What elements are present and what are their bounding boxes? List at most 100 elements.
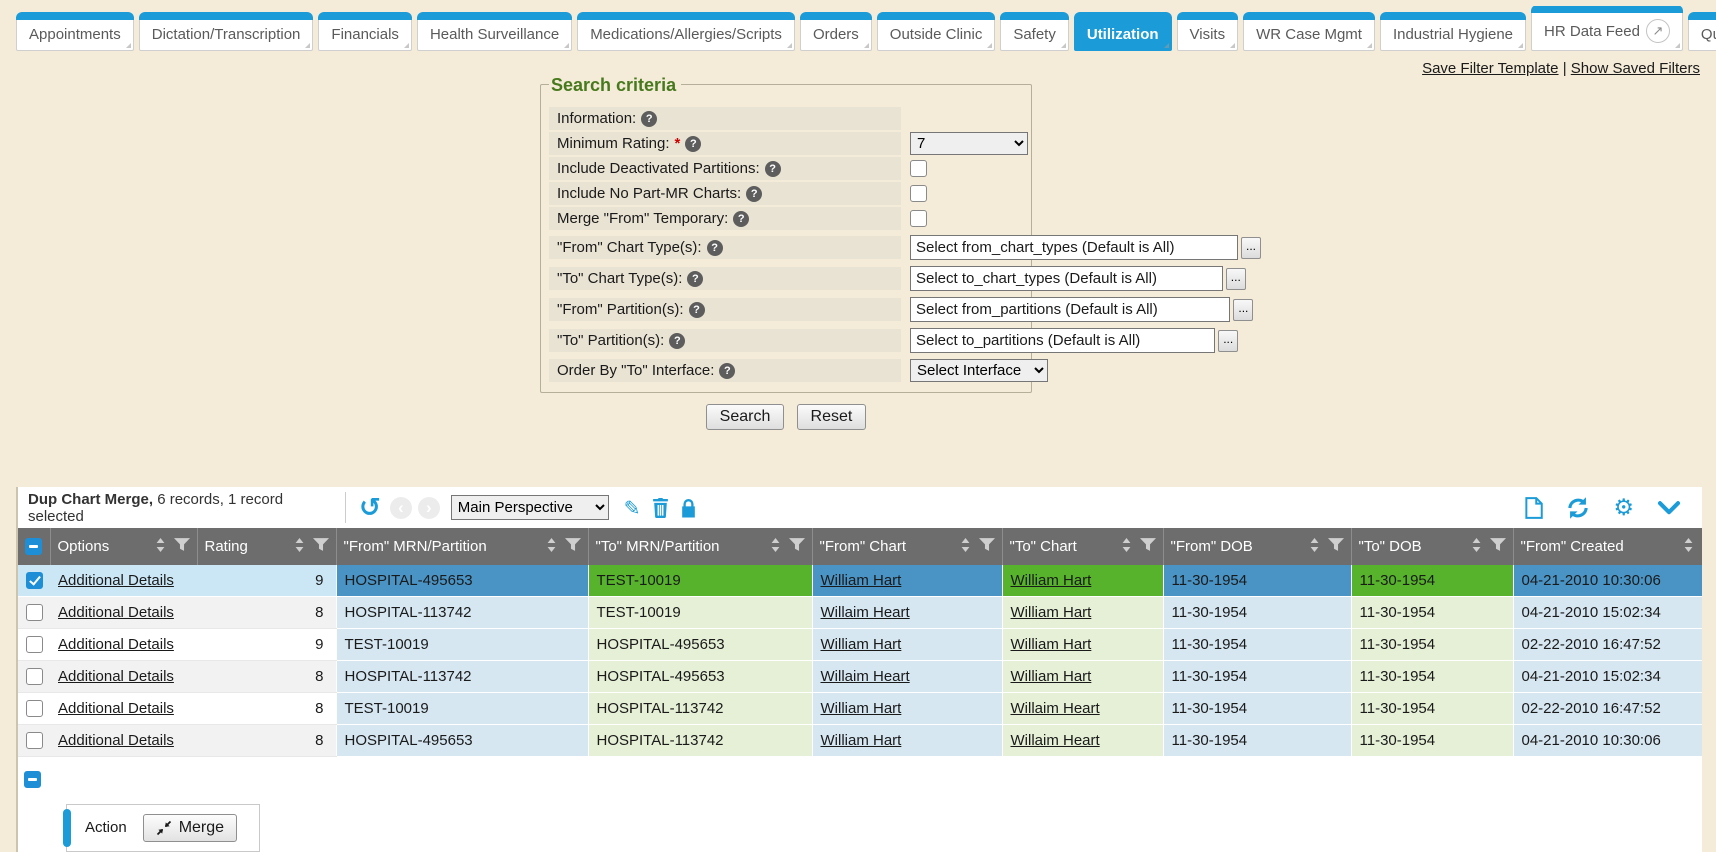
sort-icon[interactable] <box>1120 537 1133 556</box>
picker-ellipsis-button[interactable]: ... <box>1241 236 1262 259</box>
delete-perspective-icon[interactable] <box>651 497 670 518</box>
help-icon[interactable]: ? <box>669 332 686 349</box>
tab-financials[interactable]: Financials <box>318 12 412 51</box>
row-checkbox[interactable] <box>25 732 43 750</box>
criteria-checkbox[interactable] <box>910 185 927 202</box>
picker-input-8[interactable] <box>910 328 1216 353</box>
filter-icon[interactable] <box>564 538 581 555</box>
tab-utilization[interactable]: Utilization <box>1073 12 1172 51</box>
new-document-icon[interactable] <box>1524 496 1544 519</box>
prev-page-icon[interactable]: ‹ <box>389 496 412 519</box>
merge-button[interactable]: Merge <box>142 813 238 842</box>
picker-input-6[interactable] <box>910 266 1223 291</box>
from-chart-link[interactable]: William Hart <box>820 700 902 717</box>
to-chart-link[interactable]: Willaim Heart <box>1010 700 1100 717</box>
collapse-chevron-icon[interactable] <box>1657 500 1681 516</box>
filter-icon[interactable] <box>1489 538 1506 555</box>
from-chart-link[interactable]: William Hart <box>820 636 902 653</box>
edit-perspective-icon[interactable]: ✎ <box>623 495 641 520</box>
picker-ellipsis-button[interactable]: ... <box>1218 329 1239 352</box>
order-by-interface-select[interactable]: Select Interface <box>910 359 1048 382</box>
help-icon[interactable]: ? <box>687 270 704 287</box>
picker-input-5[interactable] <box>910 235 1238 260</box>
show-saved-filters-link[interactable]: Show Saved Filters <box>1570 60 1700 77</box>
row-checkbox[interactable] <box>25 636 43 654</box>
sort-icon[interactable] <box>293 537 306 556</box>
from-chart-link[interactable]: William Hart <box>820 732 902 749</box>
additional-details-link[interactable]: Additional Details <box>58 604 174 621</box>
tab-visits[interactable]: Visits <box>1176 12 1239 51</box>
tab-wr-case-mgmt[interactable]: WR Case Mgmt <box>1243 12 1375 51</box>
column-header-to-dob[interactable]: "To" DOB <box>1350 528 1513 565</box>
undo-icon[interactable]: ↺ <box>359 492 381 523</box>
column-header-from-mrn-partition[interactable]: "From" MRN/Partition <box>335 528 588 565</box>
column-header-to-chart[interactable]: "To" Chart <box>1001 528 1163 565</box>
row-checkbox[interactable] <box>25 700 43 718</box>
help-icon[interactable]: ? <box>719 362 736 379</box>
save-filter-template-link[interactable]: Save Filter Template <box>1422 60 1559 77</box>
column-header-options[interactable]: Options <box>49 528 197 565</box>
to-chart-link[interactable]: William Hart <box>1010 572 1092 589</box>
column-header-from-dob[interactable]: "From" DOB <box>1162 528 1351 565</box>
tab-orders[interactable]: Orders <box>799 12 872 51</box>
tab-outside-clinic[interactable]: Outside Clinic <box>876 12 996 51</box>
filter-icon[interactable] <box>978 538 995 555</box>
column-header-from-chart[interactable]: "From" Chart <box>811 528 1002 565</box>
picker-ellipsis-button[interactable]: ... <box>1233 298 1254 321</box>
tab-medications-allergies-scripts[interactable]: Medications/Allergies/Scripts <box>577 12 795 51</box>
external-link-icon[interactable]: ↗ <box>1645 19 1670 43</box>
additional-details-link[interactable]: Additional Details <box>58 668 174 685</box>
to-chart-link[interactable]: William Hart <box>1010 636 1092 653</box>
sort-icon[interactable] <box>154 537 167 556</box>
additional-details-link[interactable]: Additional Details <box>58 732 174 749</box>
tab-safety[interactable]: Safety <box>1000 12 1069 51</box>
refresh-icon[interactable] <box>1566 496 1590 519</box>
picker-ellipsis-button[interactable]: ... <box>1225 267 1246 290</box>
filter-icon[interactable] <box>1327 538 1344 555</box>
reset-button[interactable]: Reset <box>796 404 867 430</box>
help-icon[interactable]: ? <box>706 239 723 256</box>
select-all-footer-checkbox[interactable] <box>24 770 41 788</box>
tab-quality-of-care[interactable]: Quality of Care <box>1687 12 1716 51</box>
to-chart-link[interactable]: Willaim Heart <box>1010 732 1100 749</box>
settings-gear-icon[interactable]: ⚙ <box>1613 494 1634 521</box>
to-chart-link[interactable]: William Hart <box>1010 668 1092 685</box>
tab-health-surveillance[interactable]: Health Surveillance <box>416 12 573 51</box>
additional-details-link[interactable]: Additional Details <box>58 700 174 717</box>
sort-icon[interactable] <box>1470 537 1483 556</box>
from-chart-link[interactable]: Willaim Heart <box>820 668 910 685</box>
help-icon[interactable]: ? <box>685 135 702 152</box>
next-page-icon[interactable]: › <box>417 496 440 519</box>
filter-icon[interactable] <box>312 538 329 555</box>
search-button[interactable]: Search <box>705 404 785 430</box>
to-chart-link[interactable]: William Hart <box>1010 604 1092 621</box>
from-chart-link[interactable]: William Hart <box>820 572 902 589</box>
from-chart-link[interactable]: Willaim Heart <box>820 604 910 621</box>
sort-icon[interactable] <box>545 537 558 556</box>
column-header-from-created[interactable]: "From" Created <box>1512 528 1702 565</box>
help-icon[interactable]: ? <box>733 210 750 227</box>
help-icon[interactable]: ? <box>746 185 763 202</box>
criteria-checkbox[interactable] <box>910 210 927 227</box>
row-checkbox[interactable] <box>25 572 43 590</box>
help-icon[interactable]: ? <box>764 160 781 177</box>
tab-appointments[interactable]: Appointments <box>16 12 134 51</box>
help-icon[interactable]: ? <box>641 110 658 127</box>
filter-icon[interactable] <box>1139 538 1156 555</box>
tab-dictation-transcription[interactable]: Dictation/Transcription <box>138 12 314 51</box>
additional-details-link[interactable]: Additional Details <box>58 636 174 653</box>
filter-icon[interactable] <box>173 538 190 555</box>
perspective-select[interactable]: Main Perspective <box>450 495 609 520</box>
minimum-rating-select[interactable]: 7 <box>910 132 1028 155</box>
lock-icon[interactable] <box>680 498 697 518</box>
row-checkbox[interactable] <box>25 604 43 622</box>
row-checkbox[interactable] <box>25 668 43 686</box>
sort-icon[interactable] <box>959 537 972 556</box>
select-all-checkbox[interactable] <box>25 538 43 556</box>
sort-icon[interactable] <box>769 537 782 556</box>
help-icon[interactable]: ? <box>688 301 705 318</box>
tab-hr-data-feed[interactable]: HR Data Feed ↗ <box>1531 6 1683 51</box>
criteria-checkbox[interactable] <box>910 160 927 177</box>
column-header-rating[interactable]: Rating <box>196 528 336 565</box>
column-header-to-mrn-partition[interactable]: "To" MRN/Partition <box>587 528 812 565</box>
